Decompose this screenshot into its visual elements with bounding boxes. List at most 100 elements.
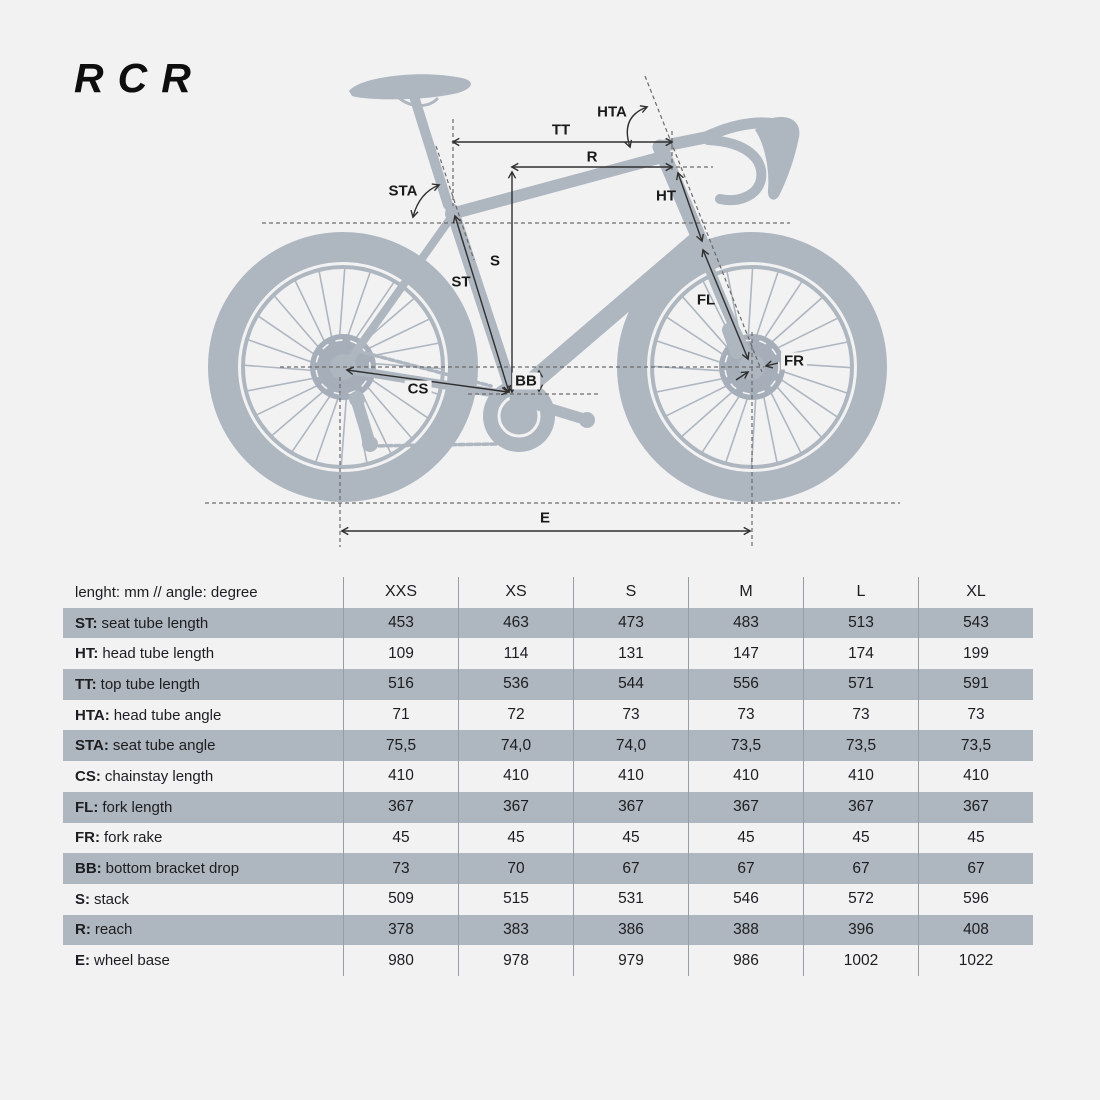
value-cell: 396 (803, 914, 918, 946)
row-name: head tube angle (113, 706, 222, 724)
value-cell: 114 (458, 638, 573, 670)
fr-pointer-line-2 (735, 372, 748, 381)
chain-bottom (369, 442, 500, 448)
hta-angle-arc (627, 107, 647, 147)
value-cell: 45 (458, 822, 573, 854)
table-row: FL: fork length 367 367 367 367 367 367 (63, 791, 1033, 823)
value-cell: 73,5 (918, 730, 1033, 762)
value-cell: 74,0 (458, 730, 573, 762)
wheel-spoke (270, 385, 330, 438)
seatpost (408, 88, 453, 210)
wheel-spoke (256, 314, 322, 360)
value-cell: 73 (688, 699, 803, 731)
label-fl: FL (696, 291, 716, 309)
value-cell: 383 (458, 914, 573, 946)
st-dimension-line (455, 216, 509, 392)
wheel-spoke (747, 266, 754, 345)
value-cell: 73 (343, 853, 458, 884)
value-cell: 410 (458, 761, 573, 792)
value-cell: 73 (918, 699, 1033, 731)
bike-silhouette (208, 74, 887, 502)
wheel-spoke (724, 390, 751, 465)
wheel-spoke (293, 278, 329, 350)
wheel-spoke (770, 379, 824, 439)
value-cell: 543 (918, 607, 1033, 639)
row-label: FL: fork length (63, 792, 343, 823)
crank-arm (509, 392, 590, 425)
wheel-spoke (654, 339, 729, 366)
brake-lever-icon (755, 117, 800, 200)
wheel-spoke (344, 270, 372, 344)
value-cell: 131 (573, 638, 688, 670)
value-cell: 45 (573, 822, 688, 854)
value-cell: 591 (918, 669, 1033, 700)
label-sta: STA (388, 182, 418, 200)
row-label: R: reach (63, 915, 343, 946)
table-row: STA: seat tube angle 75,5 74,0 74,0 73,5 73,5 7… (63, 730, 1033, 762)
value-cell: 75,5 (343, 730, 458, 762)
label-s: S (489, 252, 501, 270)
wheel-spoke (272, 294, 325, 354)
table-row: FR: fork rake 45 45 45 45 45 45 (63, 822, 1033, 854)
size-column-header: M (688, 577, 803, 608)
value-cell: 536 (458, 669, 573, 700)
size-column-header: XXS (343, 577, 458, 608)
wheel-spoke (360, 317, 432, 353)
value-cell: 410 (343, 761, 458, 792)
value-cell: 386 (573, 914, 688, 946)
value-cell: 71 (343, 699, 458, 731)
value-cell: 979 (573, 945, 688, 976)
wheel-spoke (700, 388, 745, 455)
fr-pointer-line (766, 363, 779, 366)
label-st: ST (451, 273, 471, 291)
value-cell: 515 (458, 883, 573, 915)
value-cell: 174 (803, 638, 918, 670)
value-cell: 596 (918, 883, 1033, 915)
wheel-spoke (254, 381, 326, 417)
wheel-spoke (759, 279, 804, 346)
row-name: head tube length (102, 645, 215, 663)
value-cell: 67 (803, 853, 918, 884)
table-row: E: wheel base 980 978 979 986 1002 1022 (63, 945, 1033, 976)
value-cell: 74,0 (573, 730, 688, 762)
wheel-spoke (773, 374, 840, 419)
row-name: fork length (102, 798, 173, 816)
value-cell: 986 (688, 945, 803, 976)
table-row: TT: top tube length 516 536 544 556 571 591 (63, 669, 1033, 700)
value-cell: 410 (573, 761, 688, 792)
value-cell: 70 (458, 853, 573, 884)
row-abbr: FL: (75, 798, 99, 816)
value-cell: 73 (803, 699, 918, 731)
wheel-spoke (769, 316, 840, 353)
geometry-diagram: RCR TT R HTA STA HT S ST FL FR CS BB E (74, 58, 900, 547)
value-cell: 546 (688, 883, 803, 915)
saddle-rails (396, 95, 439, 107)
row-abbr: R: (75, 921, 91, 939)
value-cell: 531 (573, 883, 688, 915)
row-name: reach (94, 921, 133, 939)
row-label: BB: bottom bracket drop (63, 853, 343, 884)
value-cell: 978 (458, 945, 573, 976)
value-cell: 199 (918, 638, 1033, 670)
row-name: fork rake (104, 829, 163, 847)
row-name: stack (94, 890, 130, 908)
wheel-spoke (664, 381, 735, 418)
wheel-spoke (753, 269, 780, 344)
value-cell: 509 (343, 883, 458, 915)
value-cell: 367 (803, 791, 918, 823)
wheel-spoke (350, 280, 396, 346)
label-ht: HT (656, 187, 676, 205)
size-column-header: S (573, 577, 688, 608)
value-cell: 367 (343, 791, 458, 823)
row-name: seat tube angle (112, 737, 216, 755)
row-label: STA: seat tube angle (63, 730, 343, 761)
table-units-label: lenght: mm // angle: degree (75, 583, 258, 601)
pedal-icon (579, 412, 595, 428)
chainring-icon (483, 380, 555, 452)
wheel-spoke (664, 315, 731, 360)
value-cell: 473 (573, 607, 688, 639)
value-cell: 72 (458, 699, 573, 731)
value-cell: 980 (343, 945, 458, 976)
label-cs: CS (404, 380, 432, 398)
